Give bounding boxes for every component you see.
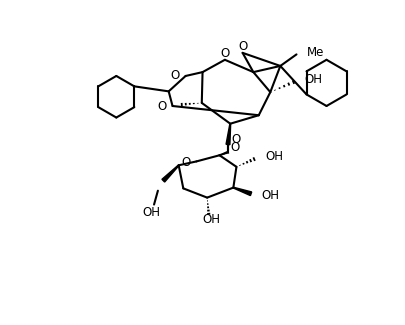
Polygon shape [162,165,179,182]
Polygon shape [233,187,252,196]
Text: O: O [157,100,166,113]
Text: OH: OH [304,72,322,85]
Text: O: O [239,40,248,53]
Text: O: O [231,133,240,146]
Text: O: O [220,47,230,60]
Text: O: O [230,141,239,154]
Text: OH: OH [143,206,161,219]
Polygon shape [226,124,231,145]
Text: OH: OH [265,150,283,162]
Text: O: O [181,156,190,169]
Text: O: O [170,69,179,82]
Text: Me: Me [307,46,325,59]
Text: OH: OH [202,214,220,227]
Text: OH: OH [262,189,280,202]
